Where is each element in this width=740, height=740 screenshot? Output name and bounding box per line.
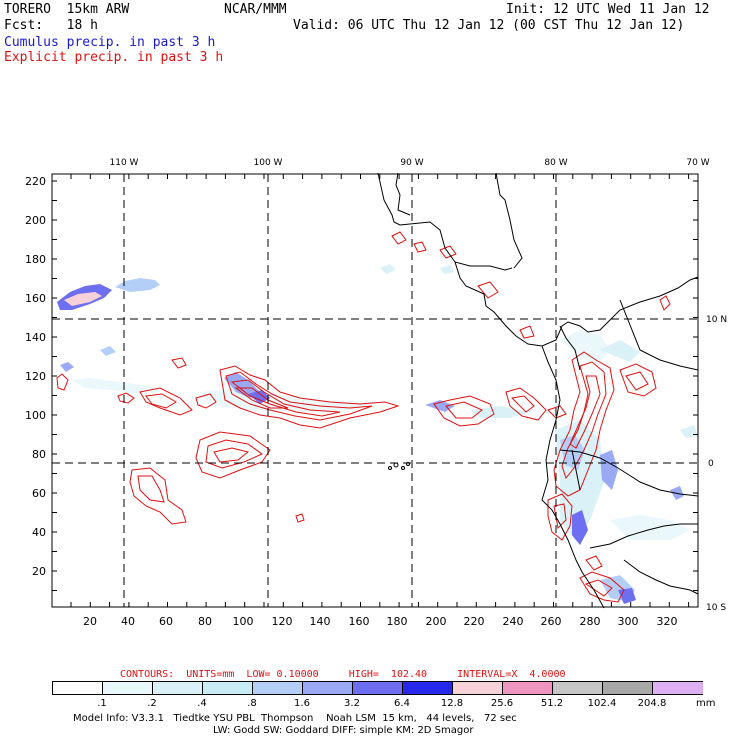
y-tick-label: 180 [25, 253, 46, 266]
x-tick-label: 140 [310, 615, 331, 628]
color-scale-label: 51.2 [540, 698, 564, 709]
x-tick-label: 180 [387, 615, 408, 628]
color-scale-bar [52, 681, 703, 695]
x-tick-label: 60 [159, 615, 173, 628]
color-scale-label: 102.4 [587, 698, 617, 709]
coastlines [377, 172, 699, 609]
color-scale-swatch [152, 681, 203, 695]
x-tick-label: 20 [83, 615, 97, 628]
color-scale-label: 12.8 [440, 698, 464, 709]
org-label: NCAR/MMM [224, 2, 287, 17]
color-scale-labels: .1 .2 .4 .8 1.6 3.2 6.4 12.8 25.6 51.2 102.4 204.8 [0, 697, 740, 709]
lat-label: 0 [708, 459, 714, 469]
forecast-hour: Fcst: 18 h [4, 18, 98, 33]
color-scale-label: .2 [147, 698, 157, 709]
color-scale-swatch [402, 681, 453, 695]
plot-border [51, 173, 699, 608]
y-tick-label: 200 [25, 214, 46, 227]
color-scale-swatch [452, 681, 503, 695]
color-scale-unit: mm [696, 698, 716, 709]
color-scale-swatch [502, 681, 553, 695]
color-scale-label: 6.4 [394, 698, 410, 709]
color-scale-label: 3.2 [344, 698, 360, 709]
color-scale-label: 204.8 [637, 698, 667, 709]
physics-info: LW: Godd SW: Goddard DIFF: simple KM: 2D… [213, 725, 474, 736]
axis-ticks [52, 174, 698, 607]
color-scale-label: .4 [197, 698, 207, 709]
x-tick-label: 280 [580, 615, 601, 628]
x-tick-label: 240 [503, 615, 524, 628]
lat-label: 10 N [706, 315, 727, 325]
color-scale-swatch [352, 681, 403, 695]
y-tick-label: 160 [25, 292, 46, 305]
x-tick-label: 100 [233, 615, 254, 628]
color-scale-swatch [102, 681, 153, 695]
x-tick-label: 160 [349, 615, 370, 628]
cumulus-legend: Cumulus precip. in past 3 h [4, 35, 216, 50]
color-scale-swatch [552, 681, 603, 695]
x-tick-label: 320 [657, 615, 678, 628]
color-scale-swatch [52, 681, 103, 695]
color-scale-swatch [202, 681, 253, 695]
contours-info: CONTOURS: UNITS=mm LOW= 0.10000 HIGH= 10… [120, 669, 566, 680]
color-scale-swatch [602, 681, 653, 695]
y-tick-label: 100 [25, 409, 46, 422]
color-scale-label: 25.6 [490, 698, 514, 709]
x-tick-label: 260 [541, 615, 562, 628]
lon-label: 90 W [400, 158, 423, 168]
color-scale-swatch [652, 681, 703, 695]
y-tick-label: 220 [25, 175, 46, 188]
valid-time: Valid: 06 UTC Thu 12 Jan 12 (00 CST Thu … [293, 18, 685, 33]
lon-label: 110 W [110, 158, 139, 168]
color-scale-swatch [302, 681, 353, 695]
y-tick-label: 40 [32, 526, 46, 539]
y-tick-label: 20 [32, 565, 46, 578]
lon-label: 70 W [686, 158, 709, 168]
model-info: Model Info: V3.3.1 Tiedtke YSU PBL Thomp… [73, 713, 517, 724]
lat-label: 10 S [706, 603, 726, 613]
x-tick-label: 200 [426, 615, 447, 628]
y-tick-label: 140 [25, 331, 46, 344]
y-tick-label: 80 [32, 448, 46, 461]
lon-label: 100 W [254, 158, 283, 168]
lat-lon-grid [52, 174, 698, 607]
model-title: TORERO 15km ARW [4, 2, 130, 17]
x-tick-label: 40 [121, 615, 135, 628]
color-scale-label: .1 [97, 698, 107, 709]
cumulus-precip-areas [57, 264, 698, 604]
color-scale-label: .8 [247, 698, 257, 709]
color-scale-swatch [252, 681, 303, 695]
color-scale-label: 1.6 [294, 698, 310, 709]
x-tick-label: 300 [618, 615, 639, 628]
y-tick-label: 60 [32, 487, 46, 500]
x-tick-label: 120 [272, 615, 293, 628]
init-time: Init: 12 UTC Wed 11 Jan 12 [506, 2, 710, 17]
lon-label: 80 W [544, 158, 567, 168]
explicit-legend: Explicit precip. in past 3 h [4, 50, 224, 65]
y-tick-label: 120 [25, 370, 46, 383]
x-tick-label: 220 [464, 615, 485, 628]
x-tick-label: 80 [198, 615, 212, 628]
